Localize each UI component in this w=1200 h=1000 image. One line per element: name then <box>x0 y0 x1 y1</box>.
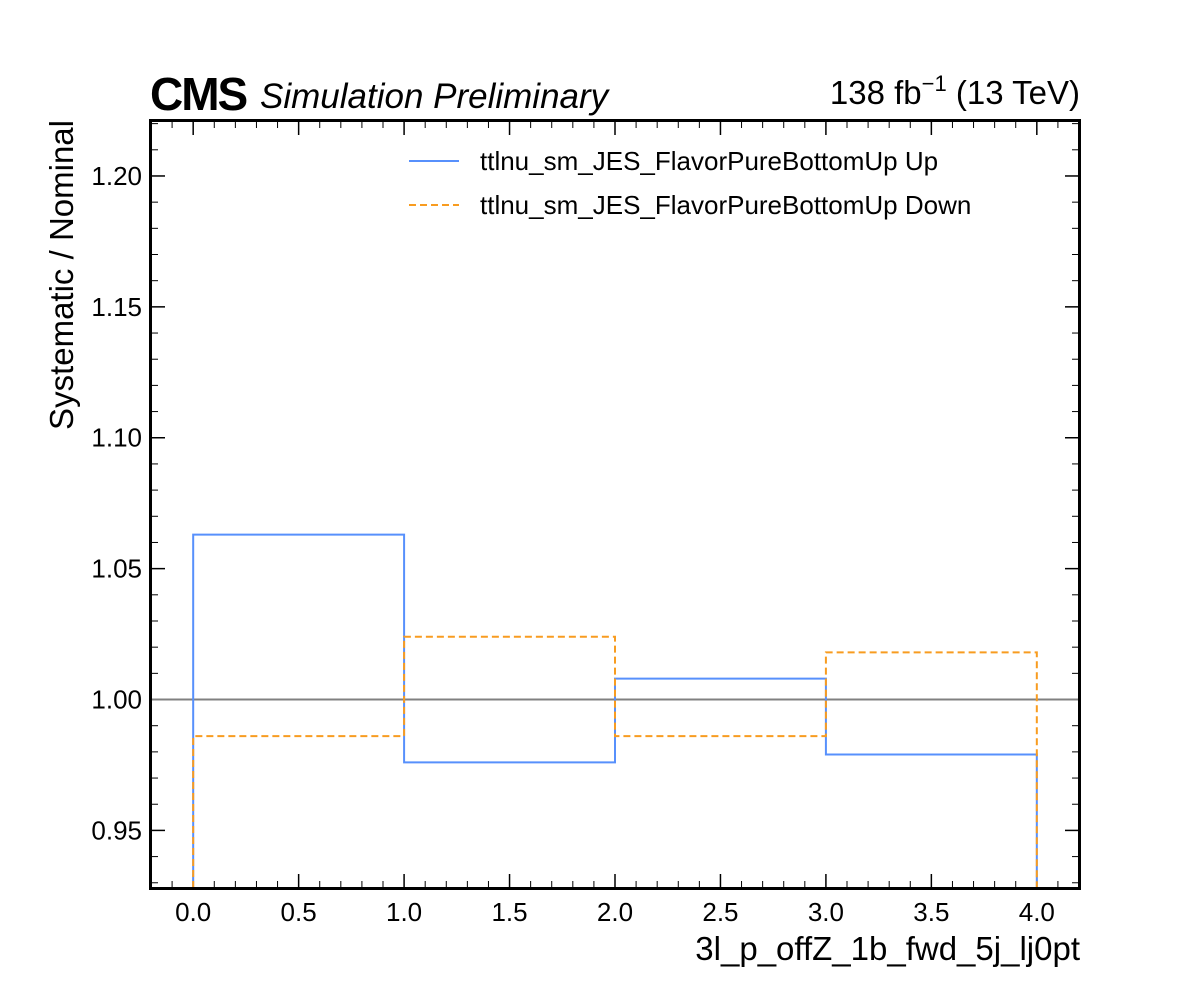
legend-label-0: ttlnu_sm_JES_FlavorPureBottomUp Up <box>480 146 938 176</box>
x-tick-label: 1.0 <box>386 897 422 927</box>
axis-ticks: 0.0 0.5 1.0 1.5 2.0 2.5 3.0 3.5 4.0 0.95 1.00 1.05 1… <box>91 121 1079 927</box>
x-tick-label: 4.0 <box>1019 897 1055 927</box>
cms-label: CMS <box>150 68 247 120</box>
x-tick-label: 2.0 <box>597 897 633 927</box>
y-tick-label: 1.10 <box>91 423 142 453</box>
y-axis-label: Systematic / Nominal <box>43 120 80 430</box>
x-tick-label: 3.5 <box>913 897 949 927</box>
x-tick-label: 2.5 <box>702 897 738 927</box>
lumi-value: 138 fb <box>830 74 922 111</box>
x-tick-label: 0.0 <box>175 897 211 927</box>
series-step-line-0 <box>192 533 1038 888</box>
y-tick-label: 1.20 <box>91 161 142 191</box>
energy-label: (13 TeV) <box>947 74 1080 111</box>
lumi-label: 138 fb−1 (13 TeV) <box>830 71 1080 111</box>
x-axis-label: 3l_p_offZ_1b_fwd_5j_lj0pt <box>695 930 1080 967</box>
y-tick-label: 1.00 <box>91 685 142 715</box>
legend-label-1: ttlnu_sm_JES_FlavorPureBottomUp Down <box>480 190 971 220</box>
series-layer <box>151 533 1079 888</box>
plot-frame <box>149 119 1081 890</box>
legend: ttlnu_sm_JES_FlavorPureBottomUp Up ttlnu_… <box>409 146 971 220</box>
series-step-line-1 <box>192 635 1038 888</box>
y-tick-label: 1.05 <box>91 554 142 584</box>
x-tick-label: 0.5 <box>281 897 317 927</box>
simulation-label: Simulation Preliminary <box>260 77 611 116</box>
x-tick-label: 3.0 <box>808 897 844 927</box>
lumi-exponent: −1 <box>922 71 947 96</box>
x-tick-label: 1.5 <box>491 897 527 927</box>
y-tick-label: 1.15 <box>91 292 142 322</box>
y-tick-label: 0.95 <box>91 815 142 845</box>
